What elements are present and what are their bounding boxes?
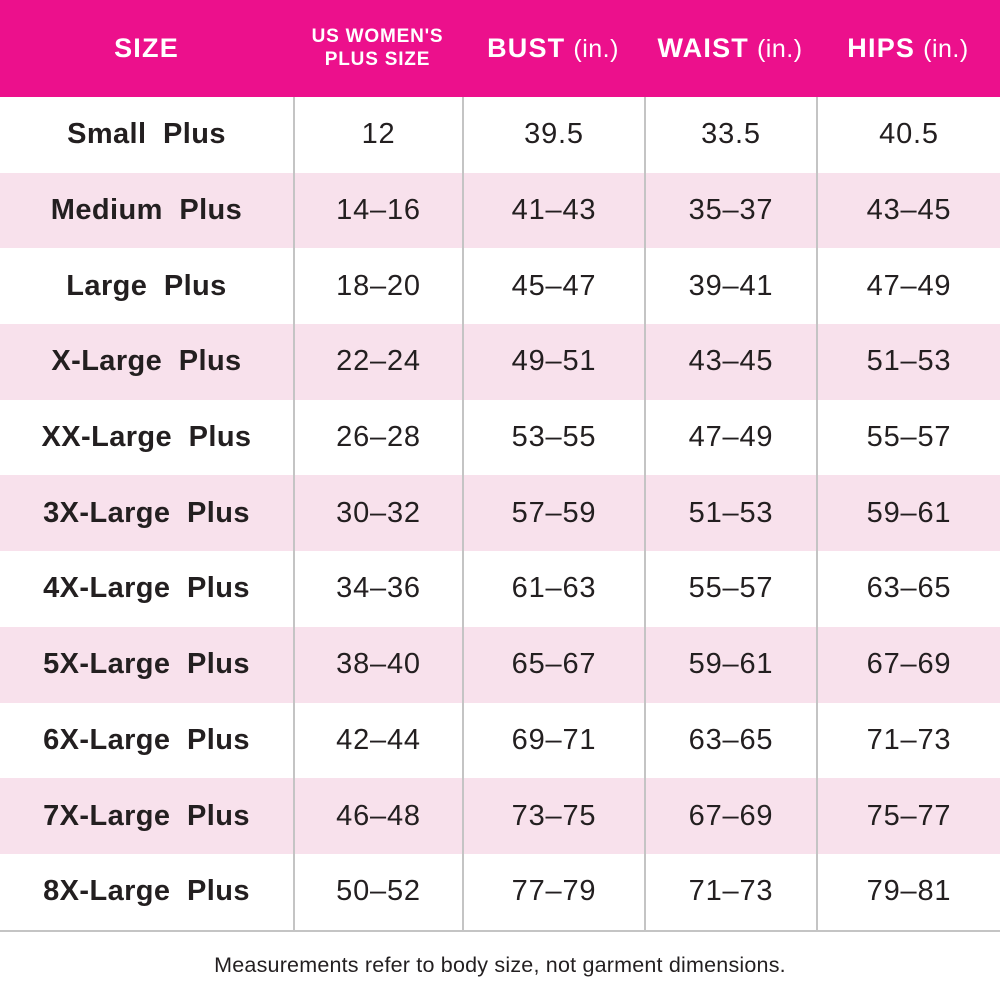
us-plus-size-cell: 12 [293,97,462,173]
bust-cell: 39.5 [462,97,644,173]
size-cell: X-Large Plus [51,345,242,378]
waist-cell: 47–49 [644,399,816,476]
us-plus-size-cell: 42–44 [293,702,462,779]
us-plus-size-cell: 50–52 [293,853,462,930]
column-header-hips-label: HIPS [847,32,916,63]
table-row: X-Large Plus 22–24 49–51 43–45 51–53 [0,324,1000,400]
hips-cell: 43–45 [816,172,1000,249]
column-header-waist-unit: (in.) [756,34,803,63]
bust-cell: 53–55 [462,399,644,476]
table-row: 3X-Large Plus 30–32 57–59 51–53 59–61 [0,475,1000,552]
us-plus-size-cell: 22–24 [293,324,462,400]
column-header-us-line2: PLUS SIZE [324,48,431,70]
bust-cell: 61–63 [462,551,644,627]
table-row: Large Plus 18–20 45–47 39–41 47–49 [0,248,1000,325]
column-header-bust-label: BUST [487,32,566,63]
size-cell: Medium Plus [50,194,243,227]
bust-cell: 69–71 [462,702,644,779]
bust-cell: 77–79 [462,853,644,930]
us-plus-size-cell: 34–36 [293,551,462,627]
waist-cell: 67–69 [644,778,816,854]
hips-cell: 40.5 [816,97,1000,173]
column-header-bust-unit: (in.) [573,34,619,63]
waist-cell: 63–65 [644,702,816,779]
hips-cell: 79–81 [816,853,1000,930]
hips-cell: 71–73 [816,702,1000,779]
column-header-bust: BUST (in.) [462,0,644,97]
hips-cell: 47–49 [816,248,1000,325]
bust-cell: 73–75 [462,778,644,854]
column-header-waist-label: WAIST [657,32,749,63]
hips-cell: 63–65 [816,551,1000,627]
bust-cell: 49–51 [462,324,644,400]
column-header-hips: HIPS (in.) [816,0,1000,97]
size-cell: 3X-Large Plus [43,496,250,529]
bust-cell: 57–59 [462,475,644,552]
table-header: SIZE US WOMEN'S PLUS SIZE BUST (in.) WAI… [0,0,1000,97]
size-cell: 6X-Large Plus [43,723,250,756]
table-row: Medium Plus 14–16 41–43 35–37 43–45 [0,172,1000,249]
column-header-waist: WAIST (in.) [644,0,816,97]
us-plus-size-cell: 14–16 [293,172,462,249]
waist-cell: 71–73 [644,853,816,930]
hips-cell: 55–57 [816,399,1000,476]
hips-cell: 75–77 [816,778,1000,854]
size-cell: 4X-Large Plus [43,572,250,605]
size-cell: 7X-Large Plus [43,799,250,832]
size-cell: Small Plus [67,118,226,151]
column-header-us-line1: US WOMEN'S [311,25,444,47]
waist-cell: 33.5 [644,97,816,173]
table-row: 4X-Large Plus 34–36 61–63 55–57 63–65 [0,551,1000,627]
size-cell: 8X-Large Plus [43,875,250,908]
table-body: Small Plus 12 39.5 33.5 40.5 Medium Plus… [0,97,1000,932]
table-row: Small Plus 12 39.5 33.5 40.5 [0,97,1000,173]
us-plus-size-cell: 46–48 [293,778,462,854]
us-plus-size-cell: 26–28 [293,399,462,476]
footnote: Measurements refer to body size, not gar… [214,953,786,978]
waist-cell: 43–45 [644,324,816,400]
hips-cell: 51–53 [816,324,1000,400]
column-header-size: SIZE [0,0,293,97]
waist-cell: 51–53 [644,475,816,552]
us-plus-size-cell: 30–32 [293,475,462,552]
table-row: 5X-Large Plus 38–40 65–67 59–61 67–69 [0,626,1000,703]
waist-cell: 59–61 [644,626,816,703]
table-row: 6X-Large Plus 42–44 69–71 63–65 71–73 [0,702,1000,779]
us-plus-size-cell: 38–40 [293,626,462,703]
column-header-us-plus-size: US WOMEN'S PLUS SIZE [293,0,462,97]
size-cell: Large Plus [66,269,227,302]
bust-cell: 45–47 [462,248,644,325]
column-header-hips-unit: (in.) [923,34,969,63]
table-row: XX-Large Plus 26–28 53–55 47–49 55–57 [0,399,1000,476]
hips-cell: 67–69 [816,626,1000,703]
table-row: 8X-Large Plus 50–52 77–79 71–73 79–81 [0,853,1000,930]
hips-cell: 59–61 [816,475,1000,552]
waist-cell: 35–37 [644,172,816,249]
bust-cell: 65–67 [462,626,644,703]
size-cell: XX-Large Plus [41,421,252,454]
table-row: 7X-Large Plus 46–48 73–75 67–69 75–77 [0,778,1000,854]
us-plus-size-cell: 18–20 [293,248,462,325]
bust-cell: 41–43 [462,172,644,249]
waist-cell: 55–57 [644,551,816,627]
size-cell: 5X-Large Plus [43,648,250,681]
waist-cell: 39–41 [644,248,816,325]
column-header-size-label: SIZE [114,32,179,63]
